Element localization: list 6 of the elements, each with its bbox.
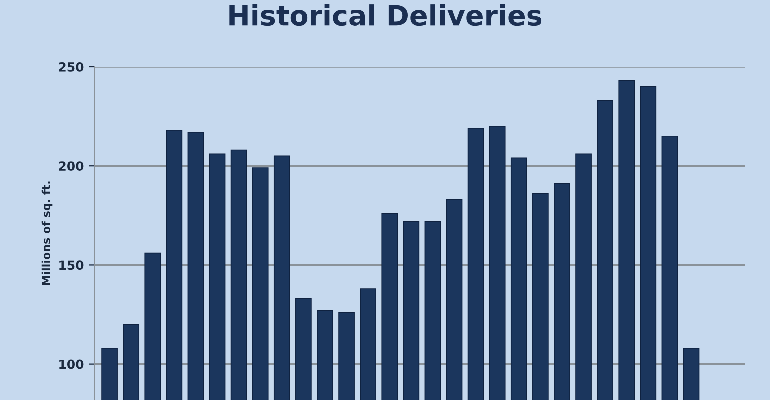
y-tick-label: 200 <box>59 162 84 172</box>
y-tick-label: 150 <box>60 260 84 270</box>
y-tick-label: 100 <box>60 360 84 370</box>
y-axis-title: Millions of sq. ft. <box>42 182 53 286</box>
chart-title: Historical Deliveries <box>230 4 542 26</box>
y-tick-label: 250 <box>59 62 84 72</box>
